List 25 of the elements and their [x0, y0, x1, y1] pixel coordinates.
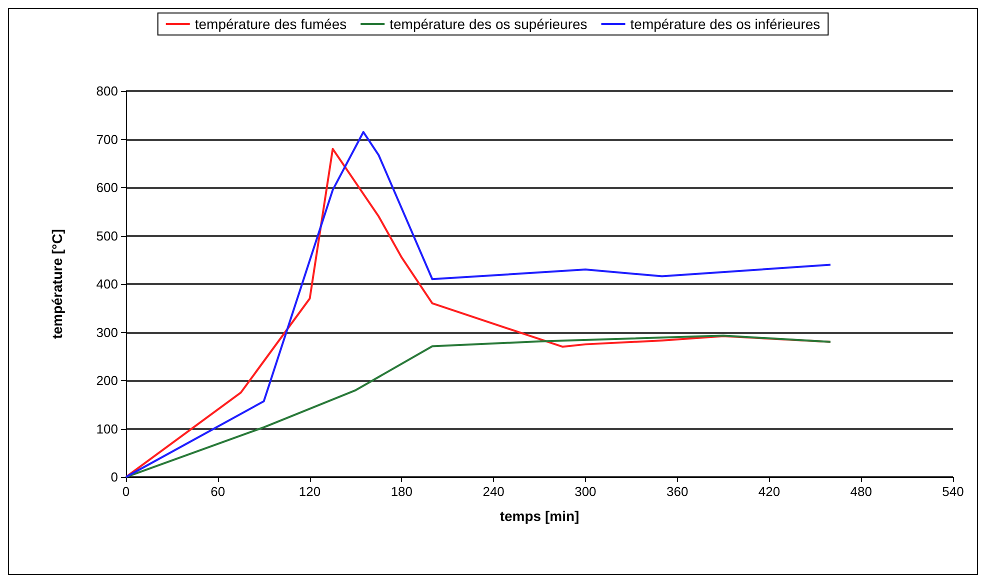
x-tick-label: 480: [850, 484, 872, 499]
y-tick-label: 100: [96, 421, 118, 436]
y-tick-label: 600: [96, 180, 118, 195]
y-tick-label: 300: [96, 324, 118, 340]
x-tick-label: 540: [942, 484, 964, 499]
x-tick-label: 240: [482, 484, 504, 499]
y-tick-label: 700: [96, 132, 118, 147]
x-tick-label: 0: [122, 484, 130, 499]
y-tick-label: 0: [110, 470, 118, 484]
x-tick-label: 420: [758, 484, 780, 499]
x-tick-label: 180: [390, 484, 413, 499]
legend-label: température des os inférieures: [630, 16, 820, 32]
y-tick-label: 400: [96, 276, 118, 292]
x-tick-label: 300: [574, 484, 596, 499]
y-tick-label: 500: [96, 228, 118, 244]
y-axis-title: température [°C]: [49, 229, 65, 339]
y-tick-label: 200: [96, 373, 118, 388]
legend-label: température des os supérieures: [390, 16, 588, 32]
legend-label: température des fumées: [194, 16, 347, 32]
x-tick-label: 360: [666, 484, 688, 499]
x-tick-label: 60: [210, 484, 226, 499]
x-axis-title: temps [min]: [500, 508, 580, 524]
y-tick-label: 800: [96, 84, 118, 98]
line-series: [125, 334, 832, 478]
x-tick-label: 120: [298, 484, 321, 499]
